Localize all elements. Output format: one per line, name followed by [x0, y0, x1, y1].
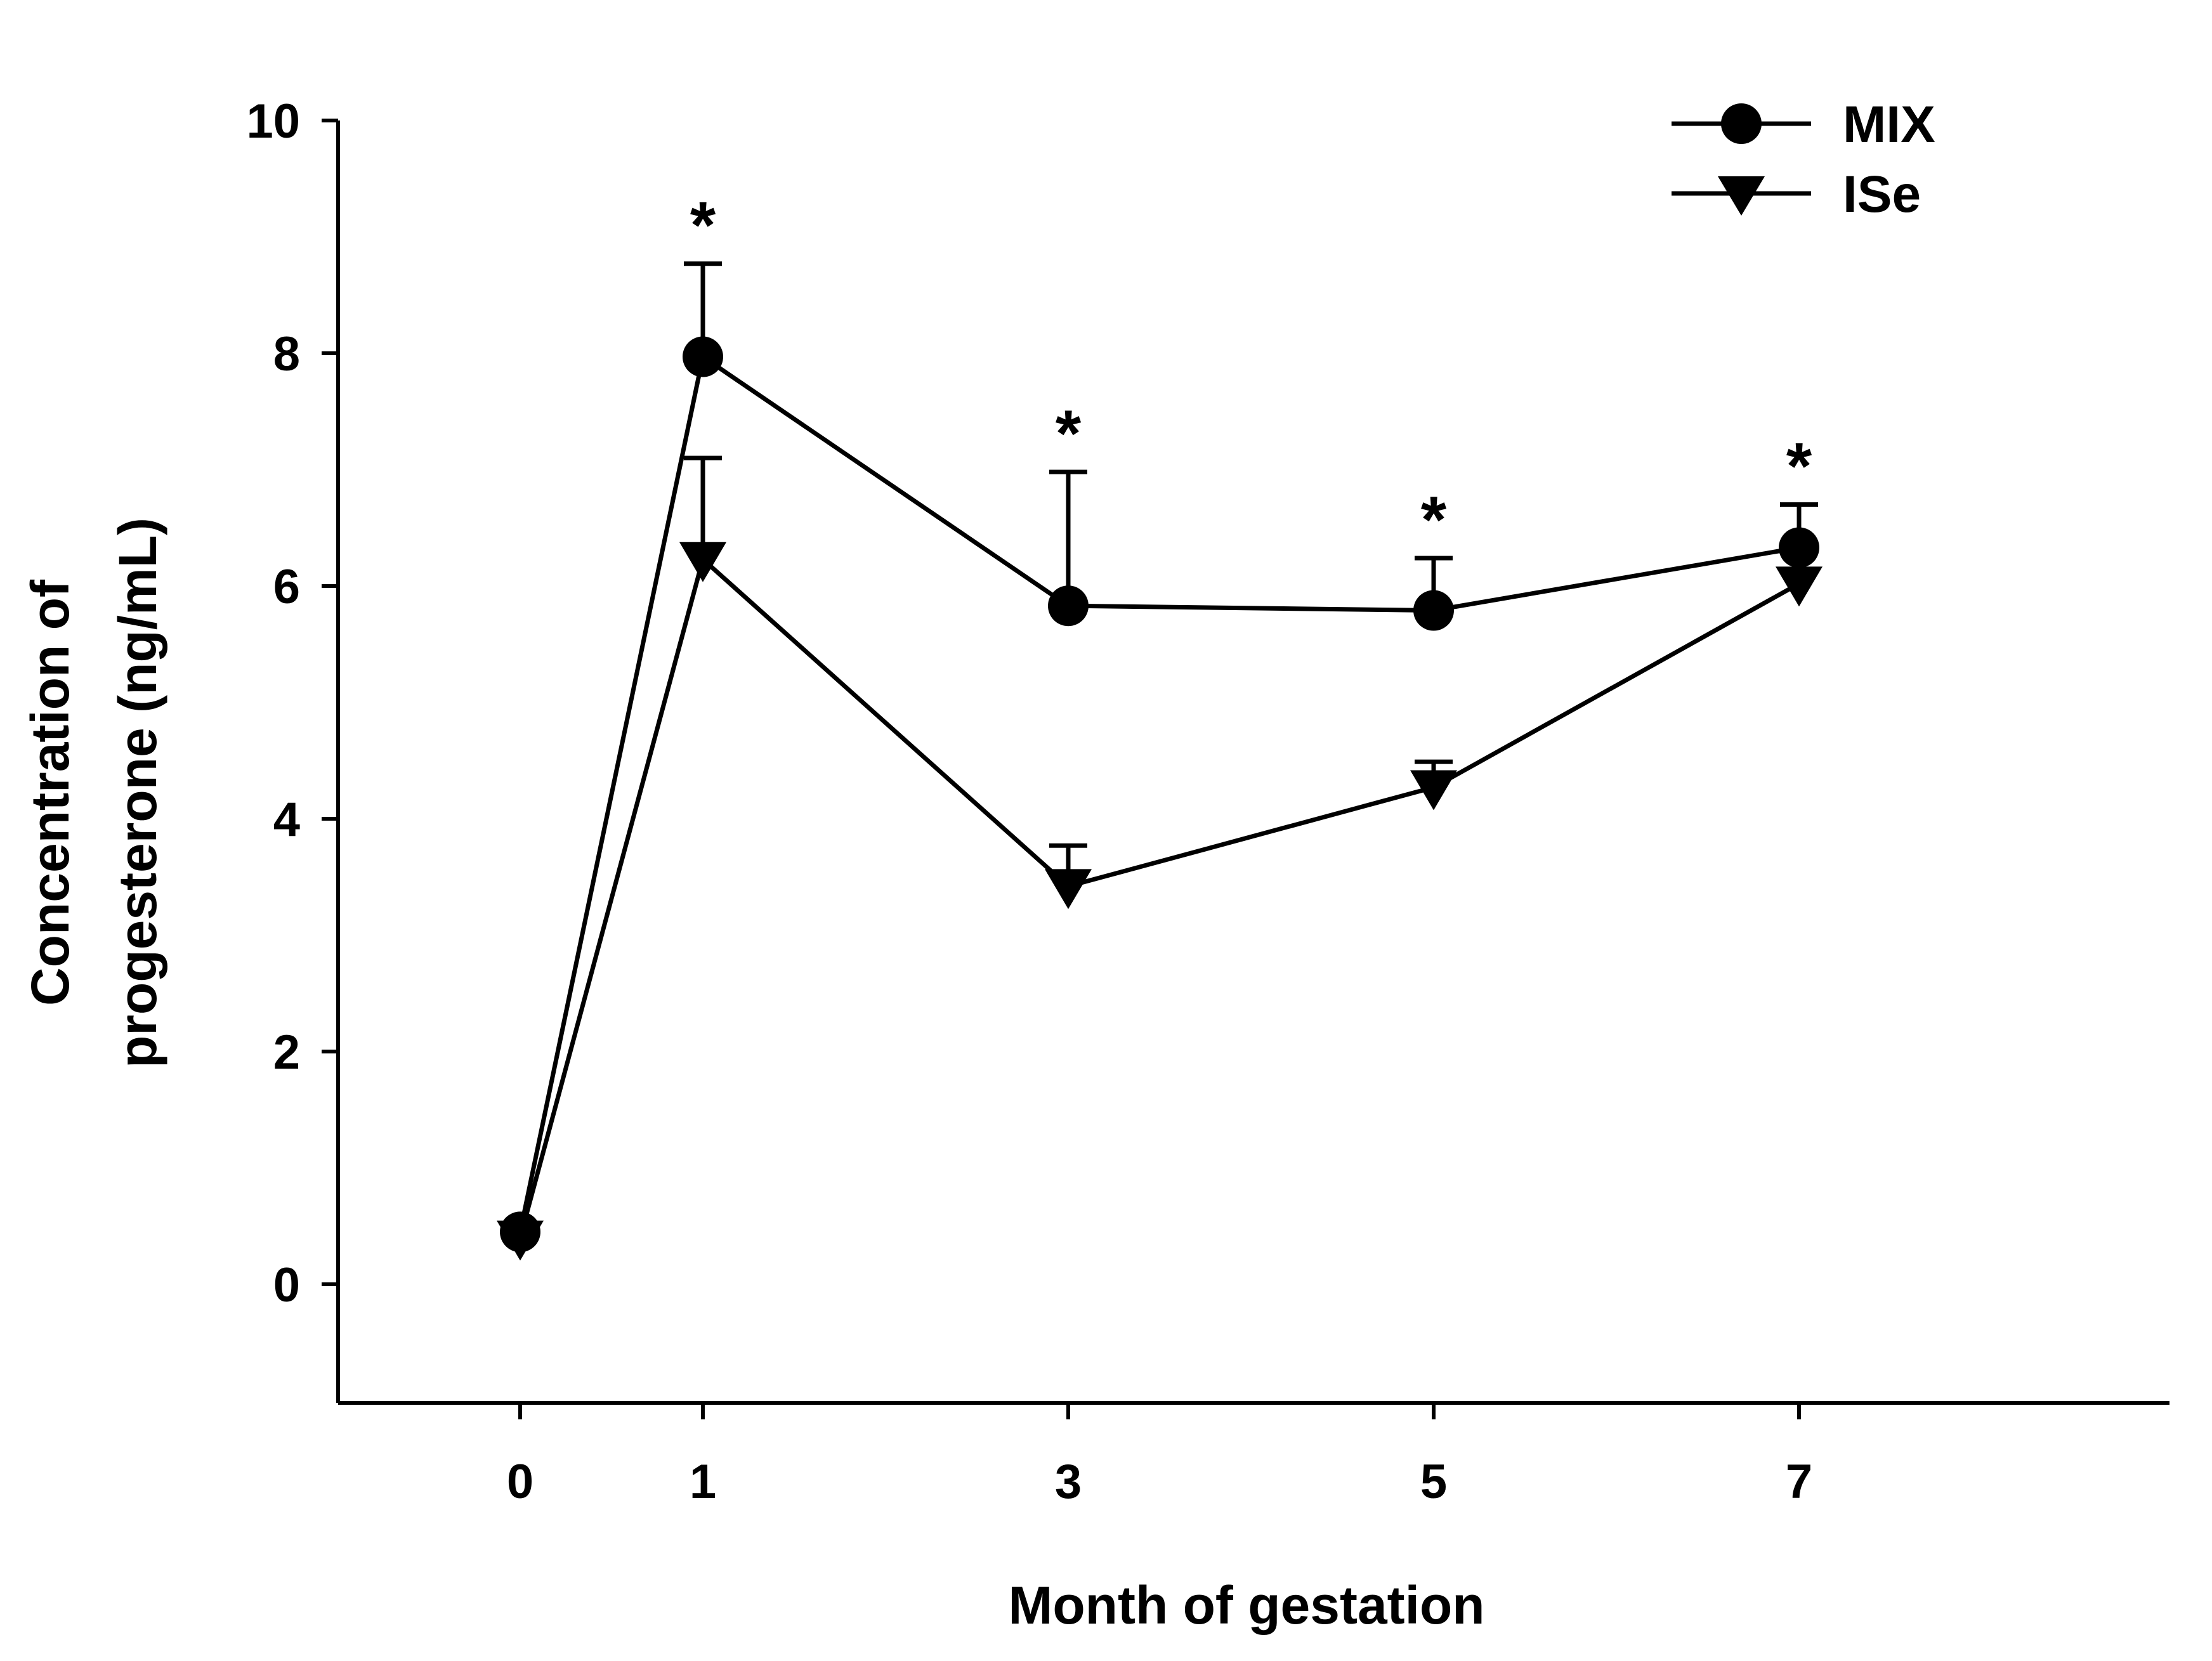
significance-marker: *	[1056, 397, 1082, 471]
x-tick-label: 1	[690, 1455, 716, 1509]
y-axis-title-line-2: progesterone (ng/mL)	[108, 518, 167, 1068]
x-tick-label: 0	[507, 1455, 533, 1509]
legend: MIX ISe	[1672, 96, 1935, 223]
y-tick-label: 2	[273, 1026, 300, 1079]
legend-marker-mix	[1721, 103, 1762, 144]
data-point-ise	[497, 1220, 544, 1261]
data-point-ise	[1410, 770, 1457, 811]
data-point-mix	[683, 336, 723, 377]
y-tick-label: 8	[273, 327, 300, 381]
data-point-ise	[1045, 869, 1092, 909]
significance-marker: *	[690, 189, 716, 263]
series-line-ise	[518, 555, 1800, 1239]
y-tick-label: 4	[273, 793, 300, 847]
data-point-mix	[1413, 590, 1454, 631]
y-tick-label: 6	[273, 560, 300, 614]
axes	[336, 121, 2169, 1405]
data-point-ise	[1776, 566, 1823, 607]
x-tick-label: 3	[1055, 1455, 1082, 1509]
data-point-mix	[1779, 527, 1819, 568]
legend-label-ise: ISe	[1843, 166, 1921, 223]
x-tick-label: 7	[1786, 1455, 1812, 1509]
y-ticks: 0 2 4 6 8 10	[246, 94, 338, 1312]
y-tick-label: 0	[273, 1258, 300, 1312]
legend-label-mix: MIX	[1843, 96, 1935, 153]
plot-area: * * * *	[497, 189, 1823, 1261]
error-bar-mix	[1049, 469, 1087, 606]
legend-marker-ise	[1718, 176, 1765, 216]
y-axis-title: Concentration of progesterone (ng/mL)	[20, 518, 167, 1068]
data-point-mix	[1048, 585, 1089, 627]
x-ticks: 0 1 3 5 7	[507, 1403, 1812, 1509]
x-tick-label: 5	[1420, 1455, 1447, 1509]
series-line-mix	[518, 353, 1800, 1233]
significance-marker: *	[1421, 483, 1447, 557]
y-tick-label: 10	[246, 94, 300, 148]
significance-marker: *	[1786, 430, 1812, 504]
y-axis-title-line-1: Concentration of	[20, 579, 80, 1006]
data-point-ise	[679, 542, 726, 582]
x-axis-title: Month of gestation	[1008, 1575, 1484, 1635]
